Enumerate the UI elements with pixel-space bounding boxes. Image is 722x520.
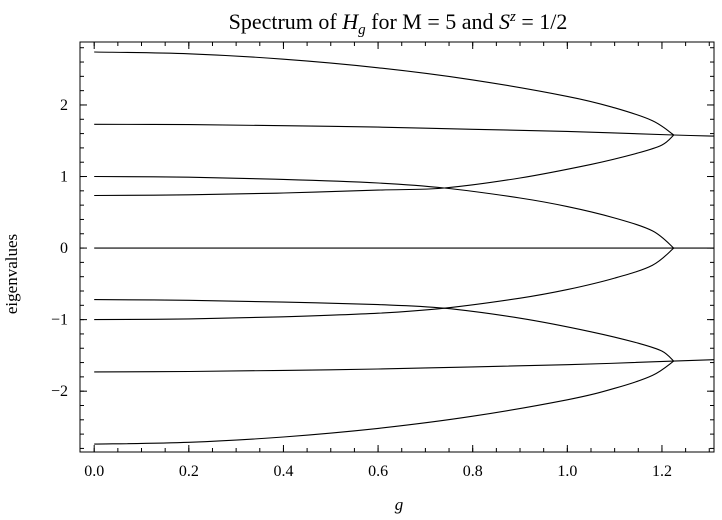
x-axis-label: g bbox=[395, 495, 404, 514]
y-tick-label: 1 bbox=[60, 169, 68, 186]
title-s-superscript: z bbox=[509, 9, 516, 25]
series-line-1 bbox=[94, 51, 675, 136]
series-line-6 bbox=[94, 299, 675, 362]
x-tick-label: 1.0 bbox=[557, 463, 577, 480]
x-tick-label: 0.8 bbox=[463, 463, 483, 480]
plot-frame bbox=[79, 41, 715, 453]
series-line-3 bbox=[94, 134, 675, 197]
series-group bbox=[94, 51, 715, 445]
title-suffix: = 1/2 bbox=[516, 9, 568, 34]
x-tick-label: 1.2 bbox=[652, 463, 672, 480]
title-h-subscript: g bbox=[358, 22, 366, 38]
y-tick-label: −1 bbox=[51, 312, 68, 329]
y-tick-label: −2 bbox=[51, 383, 68, 400]
title-h: H bbox=[341, 9, 359, 34]
x-tick-label: 0.0 bbox=[84, 463, 104, 480]
title-s: S bbox=[499, 9, 510, 34]
axis-ticks: 0.0 0.2 0.4 0.6 0.8 1.0 1.2 −2 −1 0 1 2 bbox=[51, 42, 714, 480]
y-tick-label: 0 bbox=[60, 240, 68, 257]
series-line-8 bbox=[94, 359, 715, 373]
title-prefix: Spectrum of bbox=[229, 9, 343, 34]
series-line-2 bbox=[94, 123, 715, 137]
series-line-7 bbox=[94, 247, 675, 321]
series-line-9 bbox=[94, 360, 675, 445]
x-tick-label: 0.2 bbox=[179, 463, 199, 480]
x-tick-label: 0.6 bbox=[368, 463, 388, 480]
title-middle: for M = 5 and bbox=[366, 9, 499, 34]
chart-title: Spectrum of Hg for M = 5 and Sz = 1/2 bbox=[229, 9, 568, 38]
series-line-4 bbox=[94, 175, 675, 249]
y-axis-label: eigenvalues bbox=[2, 234, 21, 314]
x-tick-label: 0.4 bbox=[273, 463, 293, 480]
y-tick-label: 2 bbox=[60, 97, 68, 114]
